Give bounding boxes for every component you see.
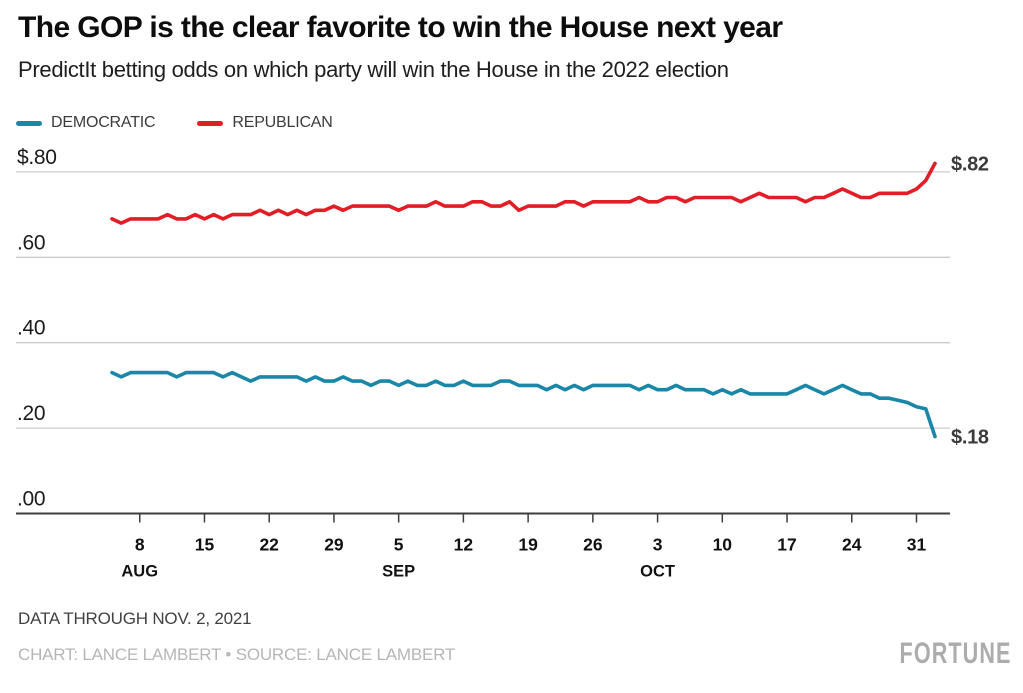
series-line-republican bbox=[110, 161, 937, 225]
x-axis-label: 26 bbox=[583, 535, 603, 555]
x-axis-label: 8 bbox=[135, 535, 145, 555]
legend-item-republican: REPUBLICAN bbox=[197, 114, 333, 132]
x-axis-label: 19 bbox=[518, 535, 538, 555]
end-value-label-democratic: $.18 bbox=[951, 427, 989, 449]
x-axis-label: 31 bbox=[907, 535, 927, 555]
end-value-label-republican: $.82 bbox=[951, 153, 989, 175]
legend-label-democratic: DEMOCRATIC bbox=[51, 114, 156, 131]
y-axis-label: .60 bbox=[17, 231, 45, 254]
x-axis-label: 24 bbox=[842, 535, 862, 555]
chart-title: The GOP is the clear favorite to win the… bbox=[18, 11, 783, 44]
chart-subtitle: PredictIt betting odds on which party wi… bbox=[18, 57, 729, 82]
x-axis-label: 15 bbox=[195, 535, 215, 555]
month-label: SEP bbox=[382, 563, 415, 581]
x-axis-label: 29 bbox=[324, 535, 344, 555]
x-axis-label: 17 bbox=[777, 535, 796, 555]
x-axis-label: 12 bbox=[454, 535, 474, 555]
democratic-line-swatch-icon bbox=[16, 120, 42, 126]
series-line-democratic bbox=[110, 370, 937, 439]
month-label: OCT bbox=[640, 563, 675, 581]
x-axis-label: 22 bbox=[259, 535, 279, 555]
credit-line: CHART: LANCE LAMBERT • SOURCE: LANCE LAM… bbox=[18, 645, 456, 664]
x-axis-label: 10 bbox=[713, 535, 733, 555]
x-axis-label: 3 bbox=[653, 535, 663, 555]
y-axis-label: $.80 bbox=[17, 146, 57, 169]
data-through-note: DATA THROUGH NOV. 2, 2021 bbox=[18, 609, 252, 628]
y-axis-label: .00 bbox=[17, 488, 45, 511]
republican-line-swatch-icon bbox=[197, 120, 224, 126]
y-axis-label: .40 bbox=[17, 317, 45, 340]
y-axis-label: .20 bbox=[17, 402, 45, 425]
x-axis-label: 5 bbox=[394, 535, 404, 555]
month-label: AUG bbox=[121, 563, 158, 581]
legend: DEMOCRATIC REPUBLICAN bbox=[16, 114, 333, 132]
legend-item-democratic: DEMOCRATIC bbox=[16, 114, 156, 132]
fortune-logo: FORTUNE bbox=[899, 637, 1011, 670]
legend-label-republican: REPUBLICAN bbox=[232, 114, 333, 131]
